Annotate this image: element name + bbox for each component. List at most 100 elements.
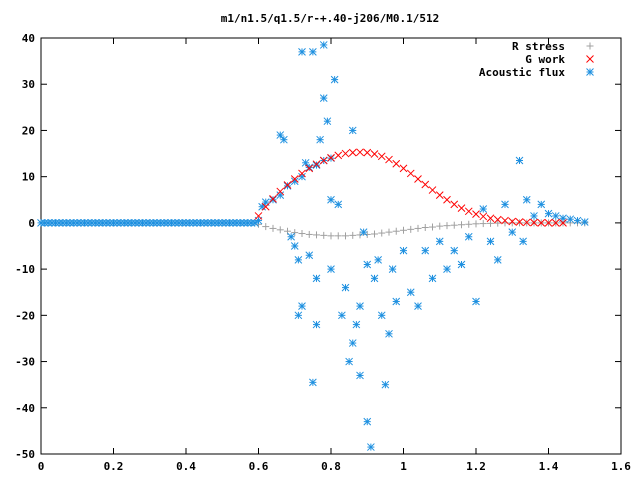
acoustic-flux-point: [356, 371, 364, 380]
y-tick-label: -50: [15, 448, 35, 461]
r-stress-point: [472, 220, 480, 228]
acoustic-flux-point: [435, 237, 444, 246]
acoustic-flux-point: [301, 158, 310, 167]
g-work-point: [356, 148, 364, 157]
acoustic-flux-point: [363, 260, 372, 269]
acoustic-flux-point: [377, 311, 386, 320]
g-work-point: [254, 212, 263, 220]
r-stress-point: [494, 219, 502, 227]
g-work-point: [370, 150, 379, 158]
acoustic-flux-point: [472, 297, 480, 306]
r-stress-point: [334, 232, 342, 240]
r-stress-point: [269, 224, 277, 232]
y-tick-label: 0: [28, 217, 35, 230]
r-stress-point: [363, 230, 371, 238]
acoustic-flux-point: [551, 212, 560, 220]
acoustic-flux-point: [370, 274, 379, 283]
acoustic-flux-point: [399, 246, 408, 255]
acoustic-flux-point: [131, 219, 140, 227]
legend-label: R stress: [512, 40, 565, 53]
g-work-point: [443, 195, 451, 204]
acoustic-flux-point: [414, 302, 422, 310]
acoustic-flux-point: [80, 219, 89, 227]
acoustic-flux-point: [421, 246, 430, 255]
acoustic-flux-point: [298, 172, 306, 181]
r-stress-point: [516, 219, 523, 227]
acoustic-flux-point: [345, 357, 353, 366]
r-stress-point: [429, 223, 436, 231]
g-work-point: [464, 207, 473, 216]
r-stress-point: [262, 223, 270, 231]
acoustic-flux-point: [359, 228, 368, 236]
r-stress-point: [487, 219, 494, 227]
g-work-point: [312, 160, 321, 169]
acoustic-flux-point: [334, 200, 343, 209]
g-work-point: [435, 191, 444, 200]
acoustic-flux-point: [312, 161, 321, 169]
acoustic-flux-point: [287, 232, 295, 241]
chart-title: m1/n1.5/q1.5/r-+.40-j206/M0.1/512: [221, 12, 440, 25]
r-stress-point: [407, 225, 415, 233]
acoustic-flux-point: [312, 274, 321, 283]
acoustic-flux-point: [363, 417, 372, 426]
legend-marker: [586, 55, 594, 63]
g-work-point: [457, 204, 466, 212]
g-work-point: [261, 202, 270, 211]
r-stress-point: [356, 231, 364, 239]
g-work-point: [486, 214, 495, 223]
acoustic-flux-point: [356, 302, 364, 310]
y-tick-label: 30: [22, 78, 35, 91]
g-work-point: [515, 218, 524, 226]
acoustic-flux-point: [327, 195, 335, 204]
acoustic-flux-point: [327, 265, 335, 273]
acoustic-flux-point: [573, 216, 582, 225]
plot-frame: [40, 37, 622, 455]
acoustic-flux-point: [319, 41, 328, 49]
acoustic-flux-point: [428, 274, 437, 283]
g-work-point: [479, 212, 488, 221]
acoustic-flux-point: [537, 200, 546, 209]
acoustic-flux-point: [44, 219, 53, 227]
acoustic-flux-point: [450, 246, 459, 255]
acoustic-flux-point: [330, 75, 339, 84]
acoustic-flux-point: [406, 288, 415, 297]
g-work-point: [385, 155, 393, 164]
acoustic-flux-point: [341, 283, 350, 292]
r-stress-point: [349, 231, 357, 239]
g-work-point: [559, 219, 567, 227]
r-stress-point: [378, 229, 386, 237]
acoustic-flux-point: [493, 256, 502, 264]
g-work-point: [363, 148, 372, 157]
acoustic-flux-point: [298, 48, 306, 56]
g-work-point: [501, 216, 509, 225]
acoustic-flux-point: [392, 297, 401, 306]
g-work-point: [537, 219, 546, 227]
x-tick-label: 1.4: [539, 460, 559, 473]
g-work-point: [414, 175, 422, 183]
g-work-point: [269, 194, 277, 203]
g-work-point: [319, 156, 328, 165]
acoustic-flux-point: [316, 135, 324, 144]
acoustic-flux-point: [457, 260, 466, 269]
acoustic-flux-point: [367, 443, 375, 451]
acoustic-flux-point: [305, 163, 314, 172]
acoustic-flux-point: [374, 256, 382, 264]
acoustic-flux-point: [352, 320, 361, 329]
acoustic-flux-point: [338, 311, 346, 320]
plot-marks: [37, 41, 589, 451]
r-stress-point: [400, 226, 407, 234]
r-stress-point: [479, 220, 487, 228]
acoustic-flux-point: [142, 219, 150, 227]
acoustic-flux-point: [178, 219, 187, 227]
y-tick-label: 40: [22, 32, 35, 45]
acoustic-flux-point: [138, 219, 147, 227]
g-work-point: [421, 180, 430, 189]
r-stress-point: [443, 222, 451, 230]
axes: 0 0.2 0.4 0.6 0.8 1 1.2 1.4 1.6 40 30 20 10 0 -10 -20 -3…: [15, 32, 631, 473]
y-tick-label: -40: [15, 402, 35, 415]
r-stress-point: [327, 232, 335, 240]
x-tick-label: 0.6: [249, 460, 269, 473]
acoustic-flux-point: [294, 256, 303, 264]
